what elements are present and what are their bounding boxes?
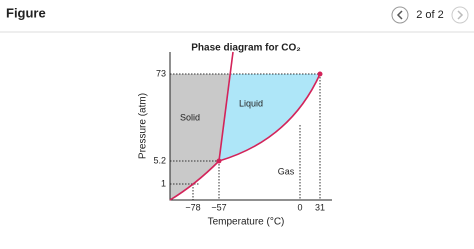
triple-point <box>216 158 222 164</box>
next-button[interactable] <box>451 6 469 24</box>
prev-button[interactable] <box>391 6 409 24</box>
y-tick-label: 1 <box>161 178 166 188</box>
critical-point <box>317 71 323 77</box>
region-label: Liquid <box>239 98 263 108</box>
header-title: Figure <box>6 5 46 20</box>
region-label: Gas <box>278 166 295 176</box>
page: Figure 2 of 2 Phase diagram for CO₂ Soli… <box>0 5 474 228</box>
x-tick-label: −78 <box>185 202 200 212</box>
solid-region <box>170 74 231 200</box>
y-tick-label: 73 <box>156 68 166 78</box>
y-tick-label: 5.2 <box>153 155 166 165</box>
figure-title: Phase diagram for CO₂ <box>191 43 300 54</box>
figure-viewer: Figure 2 of 2 Phase diagram for CO₂ Soli… <box>0 5 474 228</box>
region-label: Solid <box>180 112 200 122</box>
y-axis-label: Pressure (atm) <box>138 93 149 159</box>
guide-lines <box>170 73 321 200</box>
x-axis-label: Temperature (°C) <box>208 217 285 228</box>
liquid-region <box>219 74 320 161</box>
pager-text: 2 of 2 <box>416 9 444 21</box>
phase-boundaries <box>169 51 321 201</box>
x-tick-label: 0 <box>297 202 302 212</box>
x-tick-label: 31 <box>315 202 325 212</box>
x-tick-label: −57 <box>211 202 226 212</box>
